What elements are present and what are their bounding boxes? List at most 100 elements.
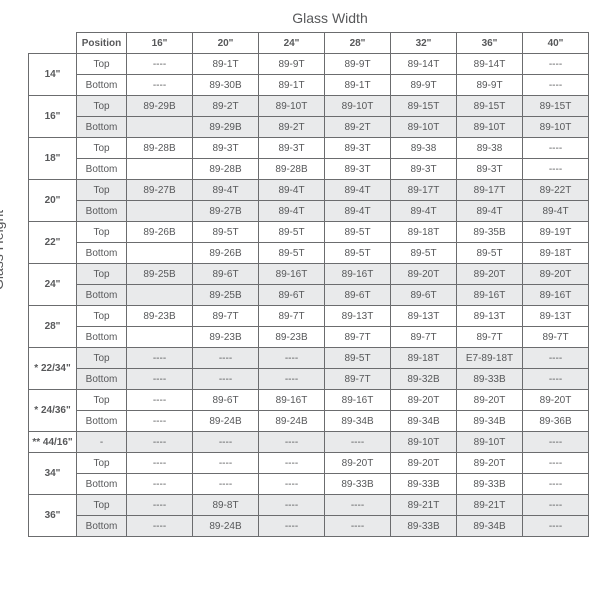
data-cell: 89-10T xyxy=(457,432,523,453)
position-cell: Top xyxy=(77,96,127,117)
data-cell: ---- xyxy=(523,495,589,516)
position-cell: Bottom xyxy=(77,243,127,264)
data-cell: 89-29B xyxy=(127,96,193,117)
data-cell: 89-21T xyxy=(391,495,457,516)
data-cell: 89-7T xyxy=(193,306,259,327)
width-header-2: 24" xyxy=(259,33,325,54)
data-cell: ---- xyxy=(523,159,589,180)
data-cell: 89-5T xyxy=(325,243,391,264)
table-row: 18"Top89-28B89-3T89-3T89-3T89-3889-38---… xyxy=(29,138,589,159)
position-cell: Bottom xyxy=(77,516,127,537)
corner-cell xyxy=(29,33,77,54)
data-cell: ---- xyxy=(523,75,589,96)
height-label: ** 44/16" xyxy=(29,432,77,453)
data-cell: ---- xyxy=(193,369,259,390)
data-cell: ---- xyxy=(127,516,193,537)
data-cell: ---- xyxy=(127,348,193,369)
data-cell: ---- xyxy=(523,369,589,390)
position-cell: Top xyxy=(77,306,127,327)
position-cell: Bottom xyxy=(77,327,127,348)
table-row: Bottom------------89-7T89-32B89-33B---- xyxy=(29,369,589,390)
height-label: 36" xyxy=(29,495,77,537)
data-cell: 89-25B xyxy=(193,285,259,306)
position-header: Position xyxy=(77,33,127,54)
data-cell: 89-7T xyxy=(259,306,325,327)
table-row: * 24/36"Top----89-6T89-16T89-16T89-20T89… xyxy=(29,390,589,411)
data-cell: 89-18T xyxy=(391,222,457,243)
position-cell: Top xyxy=(77,54,127,75)
data-cell: 89-6T xyxy=(193,264,259,285)
data-cell: ---- xyxy=(259,495,325,516)
data-cell: 89-3T xyxy=(325,138,391,159)
data-cell: 89-13T xyxy=(391,306,457,327)
table-row: Bottom------------89-33B89-33B89-33B---- xyxy=(29,474,589,495)
position-cell: Top xyxy=(77,222,127,243)
data-cell: 89-33B xyxy=(325,474,391,495)
data-cell: ---- xyxy=(523,348,589,369)
data-cell: ---- xyxy=(193,453,259,474)
table-row: Bottom89-28B89-28B89-3T89-3T89-3T---- xyxy=(29,159,589,180)
data-cell: ---- xyxy=(259,369,325,390)
data-cell: 89-23B xyxy=(259,327,325,348)
data-cell: 89-14T xyxy=(457,54,523,75)
data-cell: 89-35B xyxy=(457,222,523,243)
position-cell: Bottom xyxy=(77,117,127,138)
height-label: * 24/36" xyxy=(29,390,77,432)
position-cell: Top xyxy=(77,180,127,201)
data-cell: 89-20T xyxy=(457,390,523,411)
data-cell: 89-7T xyxy=(391,327,457,348)
position-cell: Top xyxy=(77,390,127,411)
data-cell: 89-22T xyxy=(523,180,589,201)
height-label: * 22/34" xyxy=(29,348,77,390)
table-row: * 22/34"Top------------89-5T89-18TE7-89-… xyxy=(29,348,589,369)
height-label: 24" xyxy=(29,264,77,306)
data-cell: 89-2T xyxy=(193,96,259,117)
data-cell: 89-2T xyxy=(325,117,391,138)
table-row: Bottom89-23B89-23B89-7T89-7T89-7T89-7T xyxy=(29,327,589,348)
data-cell: ---- xyxy=(523,474,589,495)
data-cell: ---- xyxy=(127,390,193,411)
data-cell: 89-20T xyxy=(391,453,457,474)
width-header-6: 40" xyxy=(523,33,589,54)
table-row: Bottom----89-24B89-24B89-34B89-34B89-34B… xyxy=(29,411,589,432)
table-row: Bottom----89-24B--------89-33B89-34B---- xyxy=(29,516,589,537)
data-cell: 89-3T xyxy=(325,159,391,180)
data-cell: 89-6T xyxy=(325,285,391,306)
table-row: ** 44/16"-----------------89-10T89-10T--… xyxy=(29,432,589,453)
data-cell: 89-6T xyxy=(193,390,259,411)
top-axis-title: Glass Width xyxy=(10,10,590,32)
data-cell xyxy=(127,243,193,264)
data-cell: 89-6T xyxy=(259,285,325,306)
data-cell: ---- xyxy=(523,516,589,537)
data-cell: 89-7T xyxy=(325,327,391,348)
data-cell: 89-34B xyxy=(457,411,523,432)
data-cell: 89-28B xyxy=(259,159,325,180)
data-cell: 89-38 xyxy=(391,138,457,159)
data-cell: 89-36B xyxy=(523,411,589,432)
data-cell: ---- xyxy=(127,495,193,516)
data-cell: 89-4T xyxy=(259,201,325,222)
data-cell: 89-10T xyxy=(259,96,325,117)
data-cell: 89-16T xyxy=(325,264,391,285)
data-cell: ---- xyxy=(259,348,325,369)
height-label: 14" xyxy=(29,54,77,96)
data-cell: ---- xyxy=(325,516,391,537)
height-label: 28" xyxy=(29,306,77,348)
data-cell: 89-16T xyxy=(457,285,523,306)
position-cell: Bottom xyxy=(77,159,127,180)
data-cell xyxy=(127,159,193,180)
data-cell: 89-16T xyxy=(259,264,325,285)
height-label: 20" xyxy=(29,180,77,222)
width-header-3: 28" xyxy=(325,33,391,54)
data-cell: 89-34B xyxy=(457,516,523,537)
data-cell: ---- xyxy=(325,432,391,453)
data-cell: ---- xyxy=(127,54,193,75)
data-cell: 89-24B xyxy=(259,411,325,432)
data-cell: 89-13T xyxy=(325,306,391,327)
data-cell: 89-5T xyxy=(259,243,325,264)
data-cell: ---- xyxy=(127,432,193,453)
data-cell: 89-21T xyxy=(457,495,523,516)
table-row: 16"Top89-29B89-2T89-10T89-10T89-15T89-15… xyxy=(29,96,589,117)
data-cell: 89-30B xyxy=(193,75,259,96)
data-cell: ---- xyxy=(523,453,589,474)
